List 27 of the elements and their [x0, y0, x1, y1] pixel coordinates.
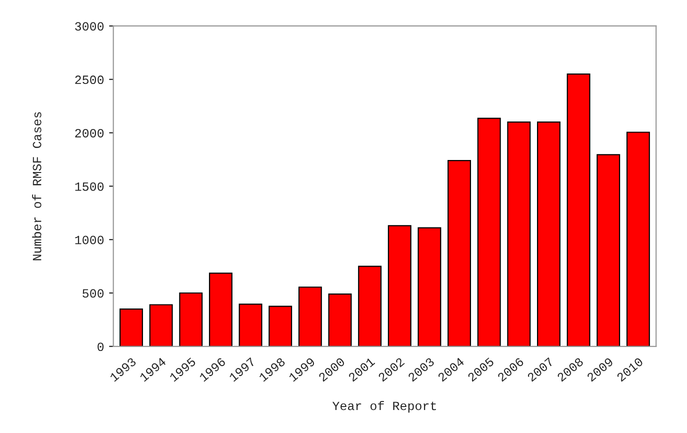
bar: [388, 225, 412, 346]
y-tick-label: 2500: [75, 76, 104, 84]
bar: [448, 160, 472, 346]
y-tick-label: 0: [98, 342, 104, 352]
y-tick-label: 1000: [75, 236, 104, 244]
bar: [238, 304, 262, 346]
bar: [626, 132, 650, 346]
bar: [149, 304, 173, 346]
bar: [298, 286, 322, 346]
bar: [507, 122, 531, 346]
x-axis-title: Year of Report: [332, 401, 436, 413]
y-axis-title: Number of RMSF Cases: [32, 112, 42, 260]
bar: [536, 122, 560, 346]
bar: [208, 272, 232, 346]
bar: [120, 308, 143, 346]
bar: [358, 266, 382, 346]
y-tick-label: 500: [82, 289, 104, 298]
bar: [328, 294, 352, 346]
bar: [566, 73, 590, 346]
y-tick-label: 2000: [75, 128, 104, 138]
bar: [596, 154, 620, 346]
y-tick-label: 3000: [75, 22, 104, 31]
bar: [418, 227, 442, 346]
bar: [179, 292, 203, 346]
bar: [268, 306, 292, 346]
y-tick-label: 1500: [75, 182, 104, 191]
bar: [477, 118, 501, 346]
